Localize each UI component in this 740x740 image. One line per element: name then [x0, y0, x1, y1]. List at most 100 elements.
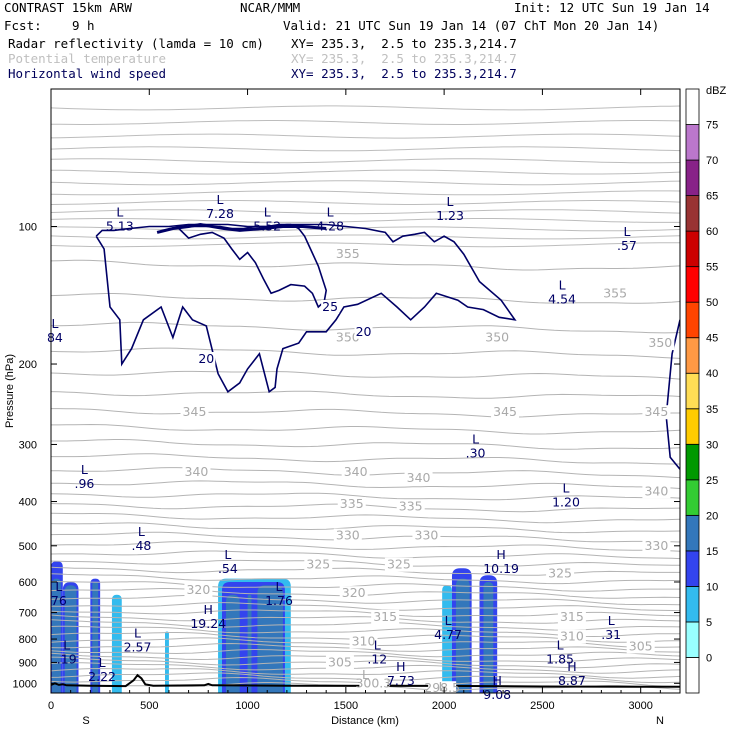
wind-extremum-value: 2.57: [124, 640, 152, 655]
theta-label-bg: [359, 676, 388, 691]
wind-extremum-value: 5.52: [253, 218, 281, 233]
wind-extremum-value: 19.24: [190, 616, 226, 631]
theta-contour-label: 340: [185, 464, 209, 479]
y-tick-label: 400: [19, 497, 37, 509]
wind-extremum-marker: L: [623, 224, 630, 239]
wind-extremum-value: .48: [131, 538, 151, 553]
theta-contour: [51, 293, 680, 304]
x-end-right-label: N: [656, 715, 664, 727]
colorbar-swatch: [685, 408, 700, 445]
wind-extremum-value: 1.23: [436, 208, 464, 223]
theta-label-bg: [412, 528, 441, 543]
wind-extremum-marker: L: [264, 204, 271, 219]
theta-label-bg: [428, 681, 457, 696]
wind-extremum-value: 8.87: [558, 673, 586, 688]
theta-contour: [51, 581, 680, 592]
colorbar-swatch: [685, 657, 700, 694]
wind-contour-label: 20: [198, 351, 214, 366]
theta-contour-label: 355: [603, 285, 627, 300]
theta-contour-upper: [51, 234, 680, 240]
field-theta: Potential temperature: [8, 51, 167, 66]
theta-contour: [51, 656, 680, 669]
x-tick-label: 2500: [530, 700, 554, 712]
colorbar-swatch: [685, 443, 700, 481]
theta-contour-label: 298.5: [424, 680, 460, 695]
theta-contour: [51, 594, 680, 606]
theta-contour-upper: [51, 120, 680, 125]
theta-label-bg: [626, 639, 655, 654]
theta-contour-label: 350: [485, 330, 509, 345]
theta-label-bg: [333, 247, 362, 262]
theta-contour: [51, 541, 680, 552]
theta-contour-label: 345: [644, 404, 668, 419]
theta-contour-label: 355: [336, 246, 360, 261]
theta-contour-upper: [51, 146, 680, 152]
theta-contour-upper: [51, 180, 680, 186]
wind-extremum-marker: L: [81, 462, 88, 477]
x-axis-label: Distance (km): [331, 715, 399, 727]
field-wind: Horizontal wind speed: [8, 66, 167, 81]
y-tick-label: 700: [19, 608, 37, 620]
theta-extremum-marker: L: [362, 667, 369, 682]
wind-extremum-marker: L: [608, 613, 615, 628]
wind-extremum-value: 9.08: [483, 687, 511, 702]
wind-extremum-value: .54: [218, 561, 238, 576]
colorbar-tick-label: 5: [706, 617, 712, 629]
wind-extremum-marker: L: [63, 637, 70, 652]
theta-contour: [51, 662, 680, 674]
theta-contour-label: 325: [387, 557, 411, 572]
valid-time: Valid: 21 UTC Sun 19 Jan 14 (07 ChT Mon …: [283, 18, 660, 33]
theta-label-bg: [184, 583, 213, 598]
theta-contour-label: 345: [493, 404, 517, 419]
colorbar-tick-label: 15: [706, 546, 718, 558]
wind-extremum-value: .31: [601, 627, 621, 642]
theta-extremum-marker: L: [439, 679, 446, 694]
theta-contour: [51, 667, 680, 679]
wind-label-bg: [321, 299, 340, 314]
wind-extremum-marker: L: [99, 655, 106, 670]
wind-extremum-marker: L: [51, 316, 58, 331]
wind-extremum-value: 2.22: [88, 669, 116, 684]
theta-contour: [51, 512, 680, 524]
wind-extremum-value: 7.28: [206, 206, 234, 221]
theta-contour-label: 340: [407, 470, 431, 485]
colorbar-tick-label: 35: [706, 404, 718, 416]
theta-contour-upper: [51, 218, 680, 223]
wind-extremum-marker: L: [327, 204, 334, 219]
wind-label-bg: [354, 324, 373, 339]
theta-contour: [51, 573, 680, 585]
fcst-label: Fcst:: [4, 18, 42, 33]
colorbar-tick-label: 40: [706, 368, 718, 380]
theta-label-bg: [557, 629, 586, 644]
theta-contour-label: 310: [352, 634, 376, 649]
colorbar-tick-label: 10: [706, 581, 718, 593]
wind-extremum-value: 1.20: [552, 495, 580, 510]
model-title: CONTRAST 15km ARW: [4, 0, 132, 15]
theta-contour: [51, 531, 680, 543]
colorbar-tick-label: 70: [706, 155, 718, 167]
theta-label-bg: [546, 566, 575, 581]
wind-contour-layer: [95, 222, 680, 470]
wind-extremum-value: 10.19: [483, 561, 519, 576]
theta-contour-upper: [51, 105, 680, 111]
field-reflectivity: Radar reflectivity (lamda = 10 cm): [8, 36, 264, 51]
theta-label-bg: [180, 405, 209, 420]
terrain-layer: [51, 673, 680, 688]
colorbar-tick-label: 45: [706, 333, 718, 345]
colorbar-unit: dBZ: [706, 85, 726, 97]
y-tick-label: 600: [19, 577, 37, 589]
colorbar-swatch: [685, 586, 700, 623]
wind-extremum-value: 4.28: [316, 218, 344, 233]
wind-extremum-value: 84: [47, 330, 63, 345]
theta-label-bg: [396, 499, 425, 514]
init-time: Init: 12 UTC Sun 19 Jan 14: [514, 0, 710, 15]
wind-extremum-marker: L: [447, 194, 454, 209]
colorbar-swatch: [685, 266, 700, 303]
x-tick-label: 500: [140, 700, 158, 712]
theta-label-bg: [642, 538, 671, 553]
colorbar-tick-label: 0: [706, 652, 712, 664]
colorbar-tick-label: 50: [706, 297, 718, 309]
wind-extremum-marker: H: [204, 602, 213, 617]
theta-contour-upper: [51, 200, 680, 205]
